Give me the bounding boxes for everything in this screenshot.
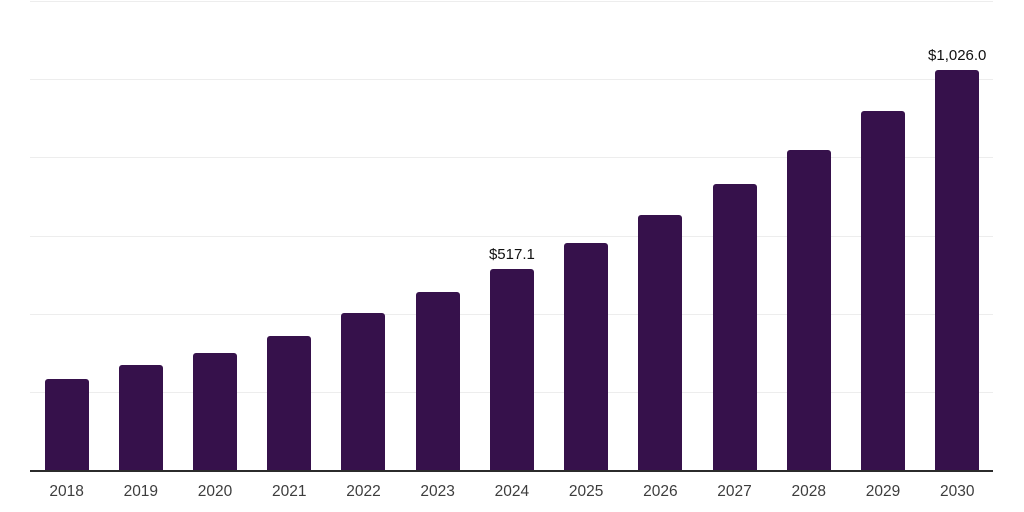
bar-2030 (935, 70, 980, 471)
bar-2024 (489, 268, 534, 471)
bar-2018 (44, 379, 89, 471)
x-tick-2028: 2028 (791, 483, 827, 500)
gridline-1200 (30, 1, 993, 2)
bar-2023 (415, 292, 460, 471)
bar-2026 (638, 215, 683, 471)
bar-2021 (267, 335, 312, 471)
x-tick-2020: 2020 (197, 483, 233, 500)
x-tick-2025: 2025 (568, 483, 604, 500)
bar-2022 (341, 312, 386, 471)
x-axis-line (30, 470, 993, 472)
bar-2027 (712, 183, 757, 471)
gridline-1000 (30, 79, 993, 81)
gridline-800 (30, 157, 993, 159)
x-tick-2018: 2018 (49, 483, 84, 500)
x-tick-2021: 2021 (272, 483, 307, 500)
value-label-2024: $517.1 (488, 245, 535, 263)
x-tick-2029: 2029 (865, 483, 901, 500)
x-tick-2023: 2023 (420, 483, 455, 500)
bar-2028 (786, 150, 831, 471)
bar-2019 (118, 364, 163, 471)
x-tick-2026: 2026 (643, 483, 678, 500)
bar-2025 (564, 243, 609, 471)
plot-area: $517.1 $1,026.0 (30, 1, 993, 472)
bar-2029 (860, 111, 905, 471)
gridline-600 (30, 235, 993, 237)
x-tick-2022: 2022 (346, 483, 381, 500)
x-tick-2019: 2019 (123, 483, 159, 500)
x-tick-2024: 2024 (494, 483, 530, 500)
x-tick-2027: 2027 (717, 483, 752, 500)
bar-2020 (193, 353, 238, 471)
x-tick-2030: 2030 (939, 483, 975, 500)
value-label-2030: $1,026.0 (928, 47, 987, 65)
